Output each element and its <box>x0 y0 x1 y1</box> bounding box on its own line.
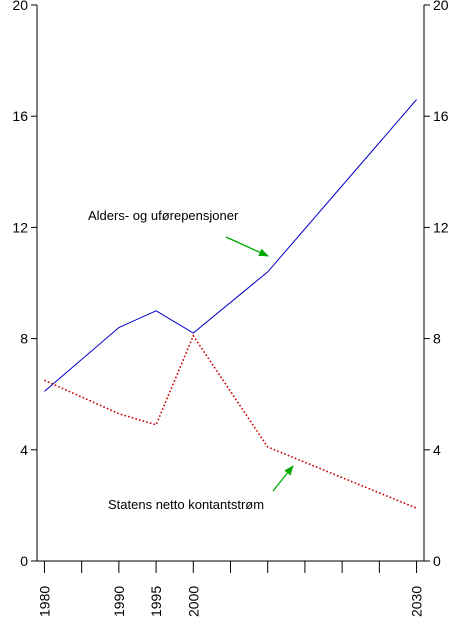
y-tick-label-right: 0 <box>433 553 441 569</box>
y-tick-label-right: 20 <box>433 0 449 13</box>
y-tick-label-right: 16 <box>433 108 449 124</box>
y-tick-label-left: 12 <box>12 219 28 235</box>
y-tick-label-left: 8 <box>20 331 28 347</box>
x-tick-label: 2000 <box>185 586 201 617</box>
series-layer <box>44 99 417 509</box>
y-tick-label-left: 20 <box>12 0 28 13</box>
annotation-cashflow-arrow <box>272 465 294 492</box>
x-tick-label: 1980 <box>36 586 52 617</box>
annotation-pension-arrow <box>225 236 269 257</box>
series-line-pension <box>44 99 417 392</box>
y-tick-label-left: 0 <box>20 553 28 569</box>
right-y-ticks: 0 4 8 12 16 20 <box>424 0 449 569</box>
x-ticks: 1980 1990 1995 2000 2030 <box>36 561 425 617</box>
annotation-cashflow-label: Statens netto kontantstrøm <box>108 497 264 512</box>
annotation-pension-label: Alders- og uførepensjoner <box>88 208 239 223</box>
left-y-ticks: 0 4 8 12 16 20 <box>12 0 37 569</box>
x-tick-label: 1995 <box>148 586 164 617</box>
y-tick-label-right: 8 <box>433 331 441 347</box>
x-tick-label: 2030 <box>409 586 425 617</box>
series-line-cashflow <box>44 334 417 509</box>
y-tick-label-right: 4 <box>433 442 441 458</box>
x-tick-label: 1990 <box>111 586 127 617</box>
y-tick-label-right: 12 <box>433 219 449 235</box>
y-tick-label-left: 4 <box>20 442 28 458</box>
y-tick-label-left: 16 <box>12 108 28 124</box>
